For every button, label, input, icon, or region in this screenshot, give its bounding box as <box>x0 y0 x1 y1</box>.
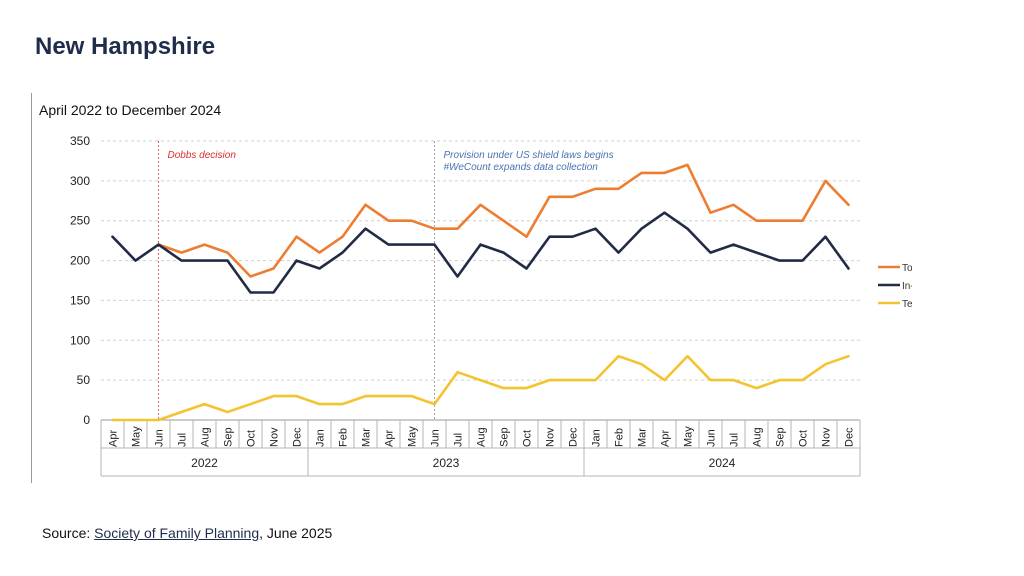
x-tick-label: Sep <box>775 427 787 447</box>
x-tick-label: Dec <box>568 427 580 447</box>
x-tick-label: Oct <box>246 430 258 447</box>
x-tick-label: Jul <box>729 433 741 447</box>
legend-label: In-person <box>902 281 912 292</box>
page-title: New Hampshire <box>35 33 216 60</box>
x-tick-label: Apr <box>108 430 120 447</box>
year-label: 2024 <box>709 456 736 470</box>
legend-label: Total <box>902 263 912 274</box>
x-tick-label: Dec <box>844 427 856 447</box>
chart-title: April 2022 to December 2024 <box>39 102 221 118</box>
x-tick-label: Jul <box>453 433 465 447</box>
x-tick-label: Oct <box>798 430 810 447</box>
y-tick-label: 250 <box>70 214 90 228</box>
series-line-total <box>157 163 850 278</box>
x-tick-label: Jun <box>154 429 166 447</box>
source-note: Source: Society of Family Planning, June… <box>42 525 332 541</box>
annotation-text: Dobbs decision <box>168 150 237 161</box>
x-tick-label: May <box>683 426 695 447</box>
y-tick-label: 100 <box>70 333 90 347</box>
x-tick-label: Aug <box>476 427 488 447</box>
x-tick-label: Apr <box>660 430 672 447</box>
x-tick-label: May <box>131 426 143 447</box>
legend-label: Telehealth <box>902 299 912 310</box>
y-tick-label: 300 <box>70 174 90 188</box>
year-label: 2023 <box>433 456 460 470</box>
y-tick-label: 150 <box>70 293 90 307</box>
x-tick-label: Jan <box>591 429 603 447</box>
x-tick-label: Nov <box>269 427 281 447</box>
y-tick-label: 350 <box>70 134 90 148</box>
x-tick-label: Nov <box>821 427 833 447</box>
x-tick-label: Sep <box>223 427 235 447</box>
x-tick-label: Mar <box>637 428 649 447</box>
annotation-text: Provision under US shield laws begins <box>444 150 614 161</box>
x-tick-label: Dec <box>292 427 304 447</box>
line-chart: April 2022 to December 2024 0 50 100 150 200 2… <box>39 102 912 477</box>
x-tick-label: May <box>407 426 419 447</box>
x-tick-label: Jan <box>315 429 327 447</box>
series-line-telehealth <box>111 354 850 422</box>
x-tick-label: Oct <box>522 430 534 447</box>
x-tick-label: Aug <box>752 427 764 447</box>
annotation-text: #WeCount expands data collection <box>444 162 599 173</box>
x-tick-label: Aug <box>200 427 212 447</box>
x-tick-label: Jun <box>430 429 442 447</box>
y-tick-label: 0 <box>83 413 90 427</box>
x-tick-label: Jun <box>706 429 718 447</box>
source-suffix: , June 2025 <box>259 525 333 541</box>
y-tick-label: 200 <box>70 254 90 268</box>
x-tick-label: Sep <box>499 427 511 447</box>
source-link[interactable]: Society of Family Planning <box>94 525 260 541</box>
x-tick-label: Jul <box>177 433 189 447</box>
source-prefix: Source: <box>42 525 95 541</box>
x-tick-label: Feb <box>614 428 626 447</box>
x-tick-label: Apr <box>384 430 396 447</box>
x-tick-label: Nov <box>545 427 557 447</box>
x-tick-label: Mar <box>361 428 373 447</box>
series-line-in-person <box>111 211 850 294</box>
chart-frame: April 2022 to December 2024 0 50 100 150 200 2… <box>31 93 912 483</box>
year-label: 2022 <box>191 456 218 470</box>
y-tick-label: 50 <box>77 373 91 387</box>
x-tick-label: Feb <box>338 428 350 447</box>
